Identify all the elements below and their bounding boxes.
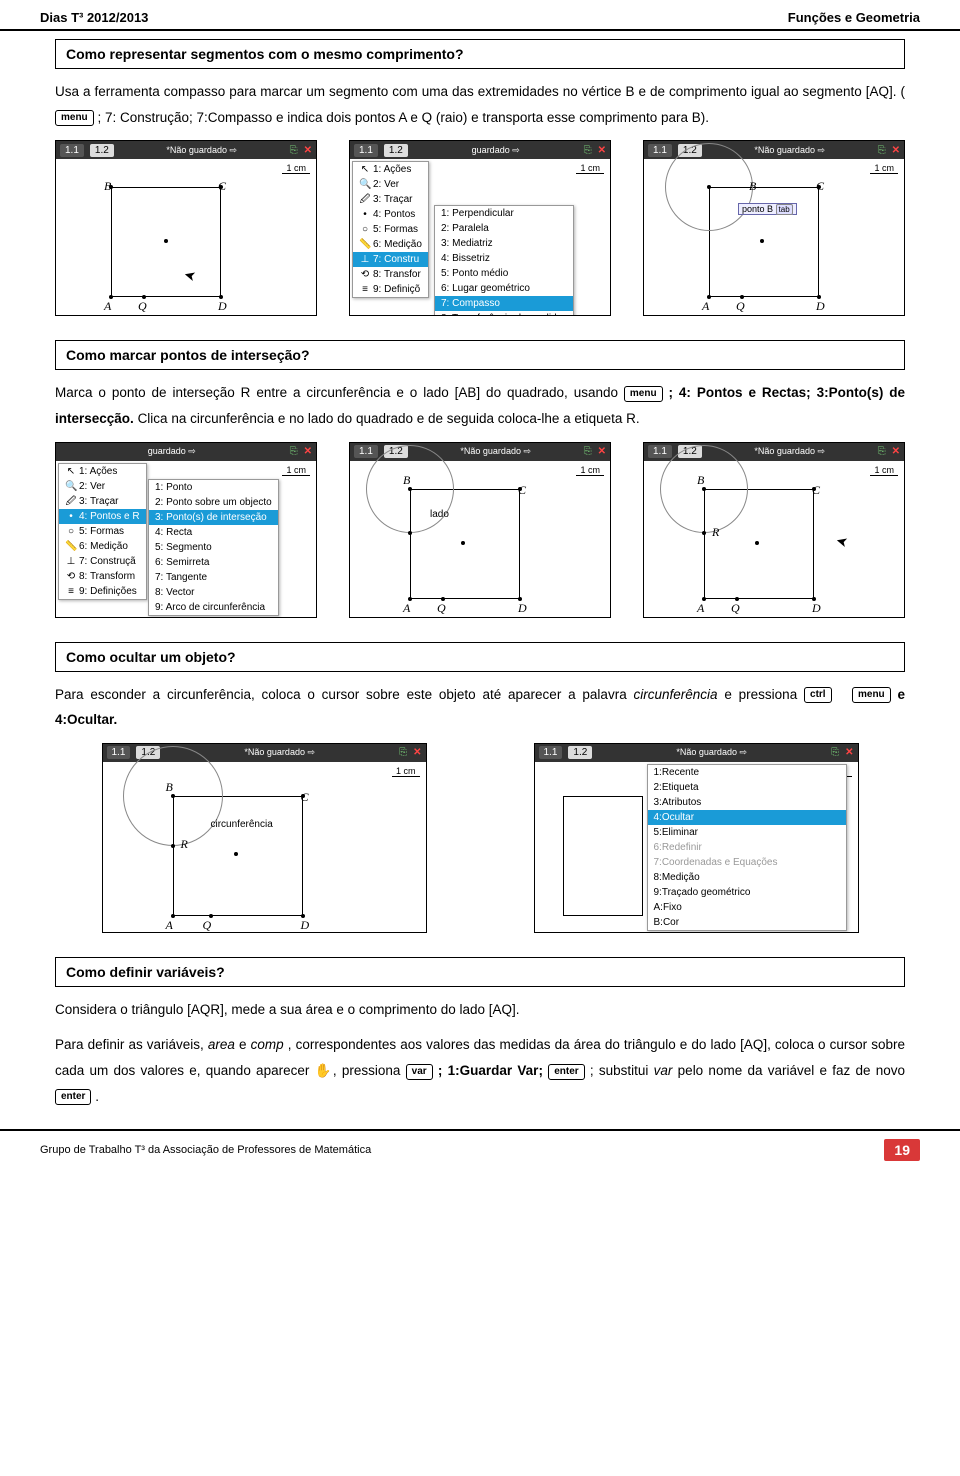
s4b: area <box>208 1037 235 1052</box>
s1-text-b: ; 7: Construção; 7:Compasso e indica doi… <box>97 110 709 125</box>
header-left: Dias T³ 2012/2013 <box>40 10 148 25</box>
ctrl-key-icon: ctrl <box>804 687 832 703</box>
s3-text-b: circunferência <box>634 687 718 702</box>
var-key-icon: var <box>406 1064 433 1080</box>
section3-title: Como ocultar um objeto? <box>55 642 905 672</box>
section4-p2: Para definir as variáveis, area e comp ,… <box>55 1032 905 1109</box>
menu-key-icon: menu <box>624 386 663 402</box>
header-right: Funções e Geometria <box>788 10 920 25</box>
enter-key-icon: enter <box>548 1064 584 1080</box>
screens-row-1: 1.11.2*Não guardado ⇨⎘✕1 cmABCDQ➤1.11.2g… <box>55 140 905 316</box>
page-footer: Grupo de Trabalho T³ da Associação de Pr… <box>0 1129 960 1169</box>
screens-row-3: 1.11.2*Não guardado ⇨⎘✕1 cmABCDQRcircunf… <box>55 743 905 933</box>
s4f: ; 1:Guardar Var; <box>438 1063 548 1078</box>
s4d: comp <box>251 1037 284 1052</box>
s4h: var <box>654 1063 673 1078</box>
enter-key-icon: enter <box>55 1089 91 1105</box>
s4i: pelo nome da variável e faz de novo <box>678 1063 905 1078</box>
section3-body: Para esconder a circunferência, coloca o… <box>55 682 905 733</box>
s1-text-a: Usa a ferramenta compasso para marcar um… <box>55 84 905 99</box>
section2-title: Como marcar pontos de interseção? <box>55 340 905 370</box>
calculator-screenshot: 1.11.2*Não guardado ⇨⎘✕1 cmABCDQR➤ <box>643 442 905 618</box>
menu-key-icon: menu <box>852 687 891 703</box>
s4g: ; substitui <box>590 1063 654 1078</box>
s4c: e <box>239 1037 251 1052</box>
page-header: Dias T³ 2012/2013 Funções e Geometria <box>0 0 960 31</box>
section4-title: Como definir variáveis? <box>55 957 905 987</box>
calculator-screenshot: guardado ⇨⎘✕1 cm↖1: Ações🔍2: Ver🖉3: Traç… <box>55 442 317 618</box>
content-area: Como representar segmentos com o mesmo c… <box>0 31 960 1109</box>
calculator-screenshot: 1.11.2*Não guardado ⇨⎘✕1 cmABCDQponto B … <box>643 140 905 316</box>
calculator-screenshot: 1.11.2*Não guardado ⇨⎘✕1 cmABCDQRcircunf… <box>102 743 427 933</box>
screens-row-2: guardado ⇨⎘✕1 cm↖1: Ações🔍2: Ver🖉3: Traç… <box>55 442 905 618</box>
s3-text-a: Para esconder a circunferência, coloca o… <box>55 687 634 702</box>
menu-key-icon: menu <box>55 110 94 126</box>
s2-text-a: Marca o ponto de interseção R entre a ci… <box>55 385 624 400</box>
footer-text: Grupo de Trabalho T³ da Associação de Pr… <box>40 1144 371 1156</box>
s3-text-c: e pressiona <box>724 687 804 702</box>
calculator-screenshot: 1.11.2*Não guardado ⇨⎘✕1 cmABCDQlado <box>349 442 611 618</box>
calculator-screenshot: 1.11.2guardado ⇨⎘✕1 cm↖1: Ações🔍2: Ver🖉3… <box>349 140 611 316</box>
s2-text-c: Clica na circunferência e no lado do qua… <box>138 411 640 426</box>
section1-title: Como representar segmentos com o mesmo c… <box>55 39 905 69</box>
calculator-screenshot: 1.11.2*Não guardado ⇨⎘✕cm1:Recente2:Etiq… <box>534 743 859 933</box>
section2-body: Marca o ponto de interseção R entre a ci… <box>55 380 905 431</box>
section4-p1: Considera o triângulo [AQR], mede a sua … <box>55 997 905 1023</box>
s4j: . <box>95 1089 99 1104</box>
calculator-screenshot: 1.11.2*Não guardado ⇨⎘✕1 cmABCDQ➤ <box>55 140 317 316</box>
page-number: 19 <box>884 1139 920 1161</box>
section1-body: Usa a ferramenta compasso para marcar um… <box>55 79 905 130</box>
s4a: Para definir as variáveis, <box>55 1037 208 1052</box>
